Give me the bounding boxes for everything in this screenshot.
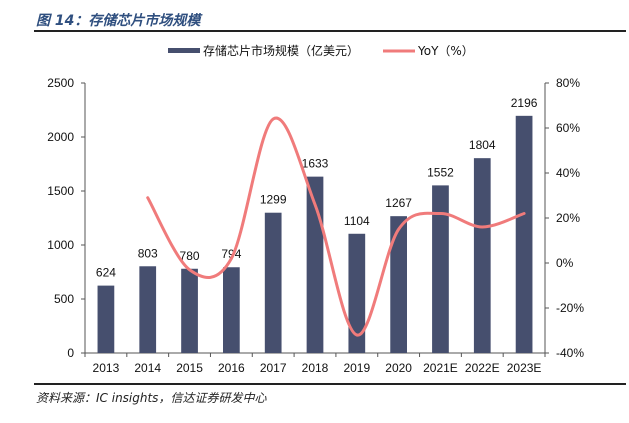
bar-data-label: 1804: [469, 138, 496, 152]
bar: [264, 212, 282, 353]
legend-label-line: YoY（%）: [417, 44, 474, 58]
right-axis-tick-label: 60%: [556, 121, 580, 135]
top-rule: [34, 30, 626, 32]
legend-swatch-bar: [168, 48, 200, 53]
x-axis-tick-label: 2023E: [507, 361, 542, 375]
legend: 存储芯片市场规模（亿美元） YoY（%）: [168, 43, 474, 58]
x-axis-tick-label: 2013: [93, 361, 120, 375]
bar-data-label: 1552: [427, 165, 454, 179]
bar-data-label: 780: [180, 249, 200, 263]
bar-data-label: 2196: [511, 96, 538, 110]
bar: [473, 158, 491, 353]
bar-data-label: 1267: [385, 196, 412, 210]
bar: [181, 268, 198, 353]
x-axis-tick-label: 2020: [385, 361, 412, 375]
x-axis-tick-label: 2018: [302, 361, 329, 375]
bar: [432, 185, 449, 353]
x-axis-tick-label: 2014: [134, 361, 161, 375]
x-axis-tick-label: 2017: [260, 361, 287, 375]
legend-label-bar: 存储芯片市场规模（亿美元）: [203, 43, 359, 58]
bar-data-label: 1633: [302, 157, 329, 171]
left-axis-tick-label: 1500: [47, 184, 74, 198]
bar: [97, 285, 115, 353]
x-axis-tick-label: 2021E: [423, 361, 458, 375]
yoy-line: [146, 116, 526, 337]
left-axis-tick-label: 0: [67, 346, 74, 360]
bar-data-label: 794: [221, 247, 241, 261]
bar: [223, 267, 240, 353]
source-note: 资料来源：IC insights，信达证券研发中心: [36, 391, 267, 405]
figure-title: 图 14：存储芯片市场规模: [36, 13, 201, 29]
right-axis-tick-label: 40%: [556, 166, 580, 180]
bar: [139, 266, 157, 353]
x-axis-tick-label: 2015: [176, 361, 203, 375]
bottom-rule: [34, 383, 626, 385]
bar: [348, 233, 366, 353]
right-axis-tick-label: -20%: [556, 301, 584, 315]
bar-data-label: 803: [138, 246, 158, 260]
x-axis-tick-label: 2019: [343, 361, 370, 375]
bar: [390, 216, 407, 353]
x-axis-tick-label: 2016: [218, 361, 245, 375]
left-axis-tick-label: 500: [54, 292, 74, 306]
left-axis-tick-label: 2500: [47, 76, 74, 90]
right-axis-tick-label: -40%: [556, 346, 584, 360]
left-axis-tick-label: 1000: [47, 238, 74, 252]
left-axis-tick-label: 2000: [47, 130, 74, 144]
bar-data-label: 1104: [344, 214, 370, 228]
right-axis-tick-label: 20%: [556, 211, 580, 225]
x-axis-tick-label: 2022E: [465, 361, 500, 375]
bar-data-label: 624: [96, 266, 116, 280]
right-axis-tick-label: 80%: [556, 76, 580, 90]
bar-data-label: 1299: [260, 193, 287, 207]
right-axis-tick-label: 0%: [556, 256, 574, 270]
bar: [515, 115, 533, 353]
